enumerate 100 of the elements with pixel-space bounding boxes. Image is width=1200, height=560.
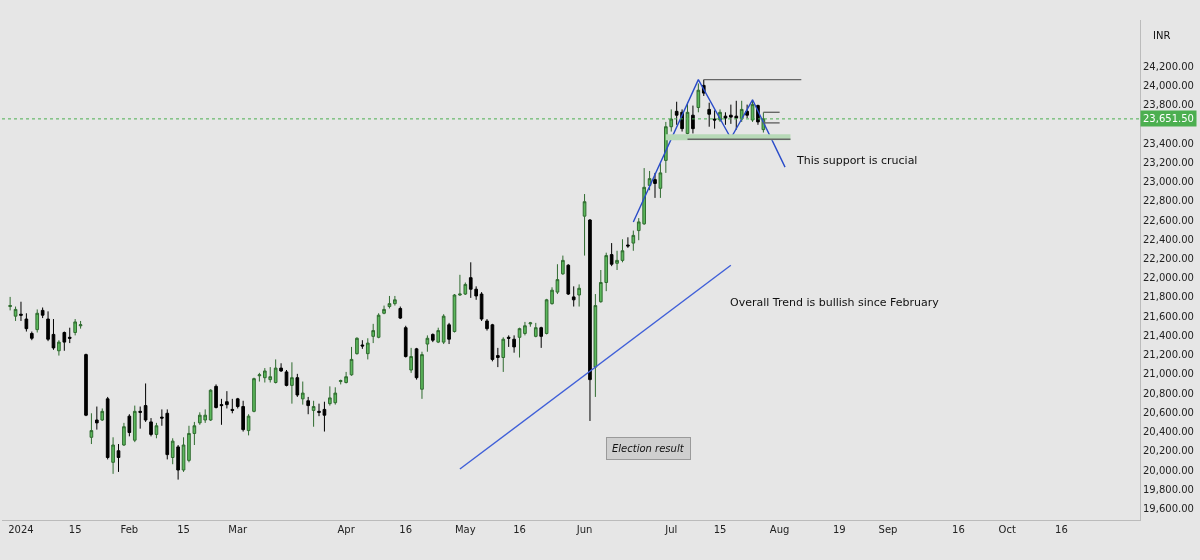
candlestick [105, 396, 110, 460]
candlestick [398, 306, 403, 320]
x-tick-label: Feb [120, 524, 139, 535]
candlestick [73, 318, 77, 336]
candlestick [138, 406, 143, 430]
candlestick [414, 347, 419, 381]
candlestick [143, 382, 148, 423]
candlestick [593, 293, 598, 398]
candlestick [290, 361, 294, 405]
annotation: Election result [612, 443, 685, 454]
y-tick-label: 22,400.00 [1143, 233, 1194, 245]
candlestick [436, 327, 441, 344]
y-tick-label: 20,000.00 [1143, 464, 1194, 476]
annotation: Overall Trend is bullish since February [730, 296, 940, 309]
candlestick [620, 238, 625, 263]
x-tick-label: 16 [952, 524, 965, 535]
x-tick-label: 16 [1055, 524, 1068, 535]
candlestick [78, 320, 83, 330]
candlestick [409, 347, 413, 374]
candlestick [479, 291, 484, 322]
candlestick [403, 325, 408, 358]
candlestick [506, 334, 511, 348]
candlestick [8, 296, 12, 311]
candlestick [111, 436, 115, 475]
candlestick [116, 443, 121, 473]
candlestick [539, 326, 544, 349]
candlestick [387, 295, 392, 309]
candlestick [176, 444, 180, 481]
x-tick-label: 15 [177, 524, 190, 535]
x-tick-label: Jun [575, 524, 593, 535]
candlestick [29, 331, 34, 341]
candlestick [420, 351, 424, 400]
x-tick-label: 16 [399, 524, 413, 535]
candlestick [376, 312, 381, 339]
x-tick-label: Sep [878, 524, 898, 535]
candlestick [57, 339, 61, 357]
x-tick-label: Oct [998, 524, 1016, 535]
y-tick-label: 20,800.00 [1143, 387, 1194, 399]
x-tick-label: 2024 [8, 524, 34, 535]
candlestick [588, 218, 592, 422]
candlestick [311, 400, 316, 428]
candlestick [382, 305, 386, 315]
candlestick [127, 413, 132, 437]
candlestick [691, 105, 695, 134]
candlestick [609, 242, 614, 267]
candlestick [279, 362, 283, 373]
candlestick [441, 313, 446, 345]
candlestick [447, 322, 451, 345]
candlestick [149, 417, 153, 437]
candlestick [615, 250, 619, 271]
candlestick [371, 323, 376, 344]
ref-line-label: 23,651.50 [1143, 113, 1194, 124]
y-tick-label: 23,800.00 [1143, 99, 1194, 111]
candlestick [95, 406, 99, 431]
y-tick-label: 22,200.00 [1143, 252, 1194, 264]
candlestick [89, 412, 94, 445]
candlestick [13, 306, 18, 322]
x-tick-label: 16 [513, 524, 526, 535]
y-tick-label: 19,600.00 [1143, 502, 1194, 514]
x-tick-label: Apr [337, 524, 356, 535]
candlestick [582, 193, 587, 257]
candlestick [658, 162, 663, 199]
x-tick-label: 15 [713, 524, 727, 535]
candlestick [653, 172, 657, 199]
candlestick [295, 373, 300, 398]
candlestick [750, 99, 755, 123]
candlestick [528, 321, 533, 328]
line-series [632, 78, 786, 223]
candlestick [566, 263, 571, 296]
candlestick [230, 398, 235, 414]
y-tick-label: 24,000.00 [1143, 79, 1194, 91]
y-tick-label: 23,400.00 [1143, 137, 1194, 149]
y-tick-label: 20,600.00 [1143, 406, 1194, 418]
y-tick-label: 21,400.00 [1143, 329, 1194, 341]
candlestick [707, 102, 712, 128]
candlestick [430, 332, 435, 343]
candlestick [571, 285, 576, 308]
candlestick [496, 347, 500, 368]
candlestick [712, 109, 717, 130]
y-tick-label: 20,400.00 [1143, 426, 1194, 438]
y-tick-label: 19,800.00 [1143, 483, 1194, 495]
candlestick [745, 104, 749, 119]
x-tick-label: May [454, 524, 476, 535]
y-tick-label: 22,600.00 [1143, 214, 1194, 226]
y-tick-label: 21,800.00 [1143, 291, 1194, 303]
candlestick [577, 283, 581, 308]
candlestick [246, 413, 251, 436]
candlestick [154, 422, 159, 439]
candlestick [62, 331, 67, 352]
candlestick [355, 336, 359, 356]
candlestick [533, 322, 538, 338]
candlestick [360, 339, 365, 350]
candlestick [208, 388, 213, 422]
y-tick-label: 22,800.00 [1143, 195, 1194, 207]
candlestick [626, 236, 630, 249]
y-tick-label: 20,200.00 [1143, 445, 1194, 457]
text: INR [1153, 30, 1171, 41]
candlestick [425, 334, 430, 353]
candlestick [122, 422, 126, 447]
candlestick [501, 336, 506, 373]
